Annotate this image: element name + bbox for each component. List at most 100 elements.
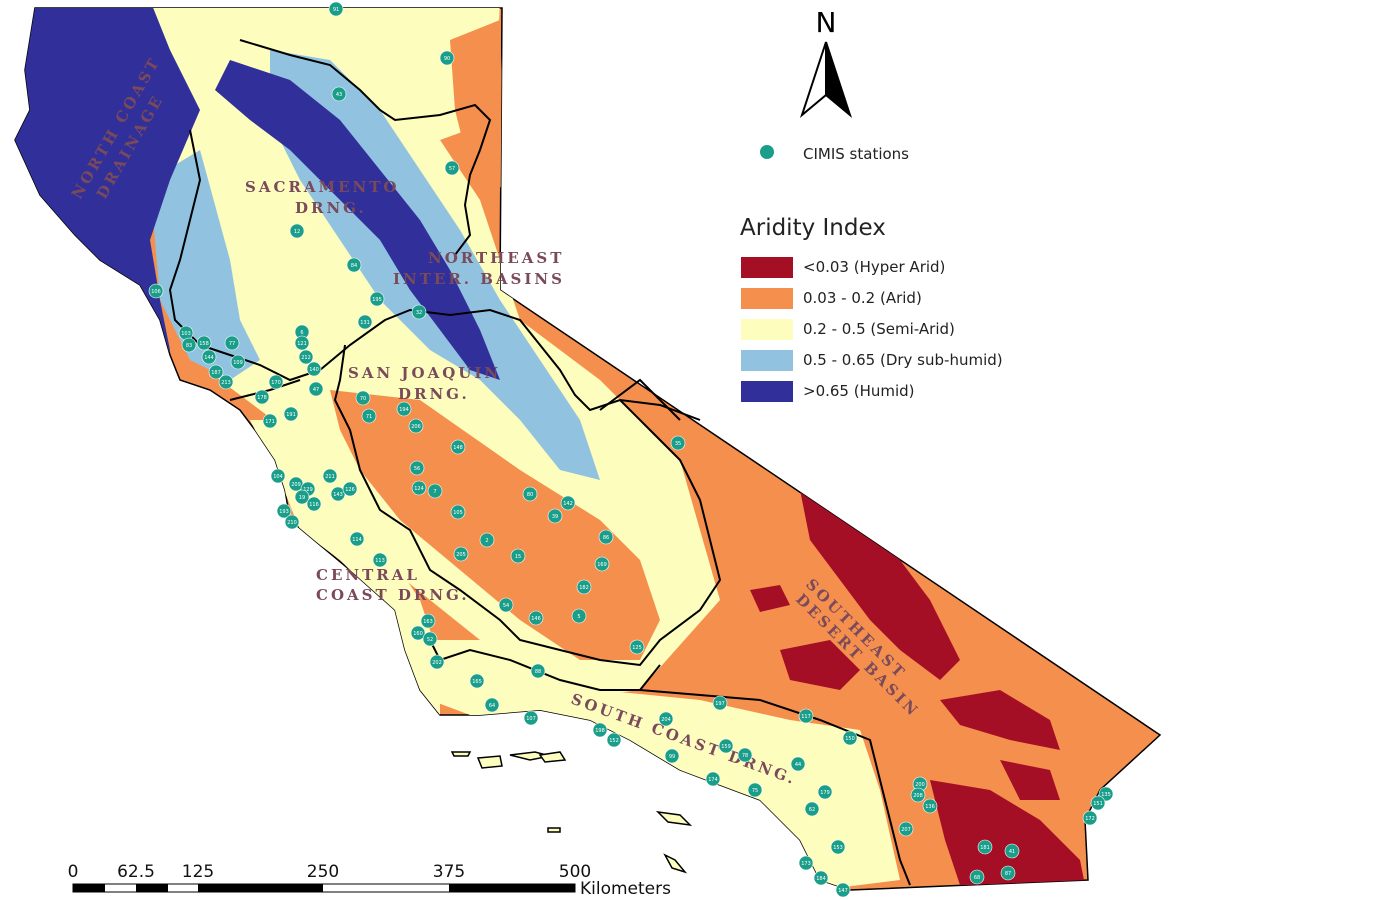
station-id-label: 171 <box>265 419 275 425</box>
station-marker[interactable] <box>842 730 858 746</box>
station-marker[interactable] <box>1004 843 1020 859</box>
station-marker[interactable] <box>289 223 305 239</box>
station-marker[interactable] <box>1000 865 1016 881</box>
station-marker[interactable] <box>331 86 347 102</box>
station-marker[interactable] <box>429 654 445 670</box>
station-marker[interactable] <box>598 529 614 545</box>
station-marker[interactable] <box>606 732 622 748</box>
station-marker[interactable] <box>528 610 544 626</box>
station-marker[interactable] <box>969 869 985 885</box>
station-marker[interactable] <box>560 495 576 511</box>
station-marker[interactable] <box>922 798 938 814</box>
station-marker[interactable] <box>306 361 322 377</box>
station-marker[interactable] <box>427 483 443 499</box>
station-marker[interactable] <box>411 304 427 320</box>
station-marker[interactable] <box>148 283 164 299</box>
station-marker[interactable] <box>747 782 763 798</box>
station-marker[interactable] <box>284 514 300 530</box>
station-marker[interactable] <box>328 1 344 17</box>
station-marker[interactable] <box>270 468 286 484</box>
station-marker[interactable] <box>450 504 466 520</box>
station-marker[interactable] <box>530 663 546 679</box>
station-id-label: 113 <box>375 558 385 564</box>
station-marker[interactable] <box>346 257 362 273</box>
station-marker[interactable] <box>1082 810 1098 826</box>
station-marker[interactable] <box>798 708 814 724</box>
station-marker[interactable] <box>594 556 610 572</box>
station-marker[interactable] <box>450 439 466 455</box>
station-marker[interactable] <box>306 496 322 512</box>
station-marker[interactable] <box>910 787 926 803</box>
station-marker[interactable] <box>658 711 674 727</box>
station-marker[interactable] <box>357 314 373 330</box>
station-marker[interactable] <box>218 374 234 390</box>
station-marker[interactable] <box>830 839 846 855</box>
station-marker[interactable] <box>372 552 388 568</box>
station-marker[interactable] <box>898 821 914 837</box>
station-marker[interactable] <box>294 489 310 505</box>
station-marker[interactable] <box>396 401 412 417</box>
station-marker[interactable] <box>196 335 212 351</box>
station-marker[interactable] <box>547 508 563 524</box>
station-marker[interactable] <box>804 801 820 817</box>
legend-title: Aridity Index <box>740 215 886 241</box>
station-marker[interactable] <box>410 625 426 641</box>
station-marker[interactable] <box>813 870 829 886</box>
station-marker[interactable] <box>294 335 310 351</box>
station-marker[interactable] <box>790 756 806 772</box>
station-marker[interactable] <box>737 747 753 763</box>
station-marker[interactable] <box>422 631 438 647</box>
station-marker[interactable] <box>181 337 197 353</box>
station-marker[interactable] <box>498 597 514 613</box>
station-marker[interactable] <box>276 503 292 519</box>
station-marker[interactable] <box>1090 795 1106 811</box>
station-marker[interactable] <box>349 531 365 547</box>
station-marker[interactable] <box>479 532 495 548</box>
station-marker[interactable] <box>705 771 721 787</box>
station-marker[interactable] <box>817 784 833 800</box>
hyper-arid-zone <box>930 780 1085 885</box>
station-marker[interactable] <box>230 354 246 370</box>
station-marker[interactable] <box>664 748 680 764</box>
station-marker[interactable] <box>439 50 455 66</box>
station-marker[interactable] <box>571 608 587 624</box>
station-marker[interactable] <box>420 613 436 629</box>
station-marker[interactable] <box>670 435 686 451</box>
station-marker[interactable] <box>522 486 538 502</box>
station-marker[interactable] <box>469 673 485 689</box>
station-marker[interactable] <box>408 418 424 434</box>
station-marker[interactable] <box>510 548 526 564</box>
station-marker[interactable] <box>576 579 592 595</box>
station-marker[interactable] <box>361 408 377 424</box>
station-marker[interactable] <box>268 374 284 390</box>
station-marker[interactable] <box>409 460 425 476</box>
station-marker[interactable] <box>444 160 460 176</box>
station-marker[interactable] <box>592 722 608 738</box>
station-marker[interactable] <box>835 882 851 898</box>
legend-class-label: 0.03 - 0.2 (Arid) <box>803 289 922 307</box>
station-marker[interactable] <box>484 697 500 713</box>
station-marker[interactable] <box>453 546 469 562</box>
station-marker[interactable] <box>718 738 734 754</box>
station-marker[interactable] <box>369 291 385 307</box>
station-marker[interactable] <box>283 406 299 422</box>
station-marker[interactable] <box>342 481 358 497</box>
station-marker[interactable] <box>298 349 314 365</box>
station-id-label: 208 <box>913 793 923 799</box>
station-id-label: 142 <box>563 501 573 507</box>
station-marker[interactable] <box>411 480 427 496</box>
station-marker[interactable] <box>712 695 728 711</box>
station-marker[interactable] <box>355 390 371 406</box>
station-id-label: 107 <box>526 716 536 722</box>
station-marker[interactable] <box>208 364 224 380</box>
station-marker[interactable] <box>523 710 539 726</box>
station-marker[interactable] <box>224 335 240 351</box>
station-marker[interactable] <box>308 381 324 397</box>
station-marker[interactable] <box>262 413 278 429</box>
station-marker[interactable] <box>322 468 338 484</box>
station-marker[interactable] <box>629 639 645 655</box>
station-marker[interactable] <box>798 855 814 871</box>
station-marker[interactable] <box>201 349 217 365</box>
station-marker[interactable] <box>977 839 993 855</box>
station-marker[interactable] <box>254 389 270 405</box>
